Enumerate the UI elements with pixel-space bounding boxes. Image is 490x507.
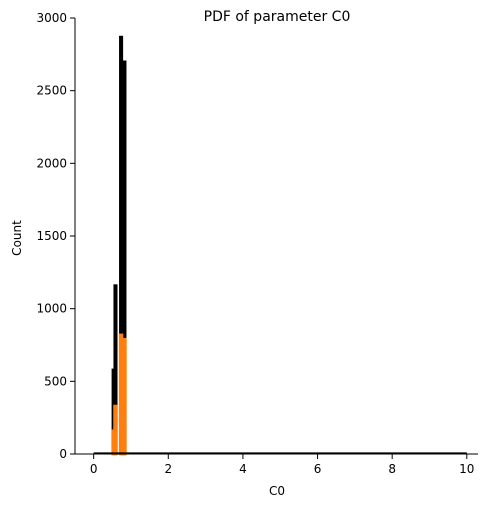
- y-tick-label: 1500: [36, 229, 67, 243]
- y-tick-label: 1000: [36, 302, 67, 316]
- histogram-bar-s1-1: [113, 404, 118, 456]
- x-tick-label: 4: [239, 462, 247, 476]
- x-tick-label: 8: [388, 462, 396, 476]
- x-axis-label: C0: [269, 484, 285, 498]
- y-tick-label: 0: [59, 447, 67, 461]
- y-tick-label: 2500: [36, 84, 67, 98]
- chart-title: PDF of parameter C0: [204, 9, 351, 25]
- y-tick-label: 3000: [36, 11, 67, 25]
- y-ticks: 0 500 1000 1500 2000 2500 3000: [36, 11, 75, 461]
- y-tick-label: 2000: [36, 156, 67, 170]
- bars-group: [111, 35, 127, 456]
- x-ticks: 0 2 4 6 8 10: [90, 454, 474, 476]
- y-tick-label: 500: [44, 374, 67, 388]
- y-axis-label: Count: [10, 220, 24, 256]
- x-tick-label: 2: [164, 462, 172, 476]
- x-tick-label: 10: [459, 462, 474, 476]
- x-tick-label: 6: [314, 462, 322, 476]
- x-tick-label: 0: [90, 462, 98, 476]
- histogram-bar-s1-4: [122, 337, 127, 456]
